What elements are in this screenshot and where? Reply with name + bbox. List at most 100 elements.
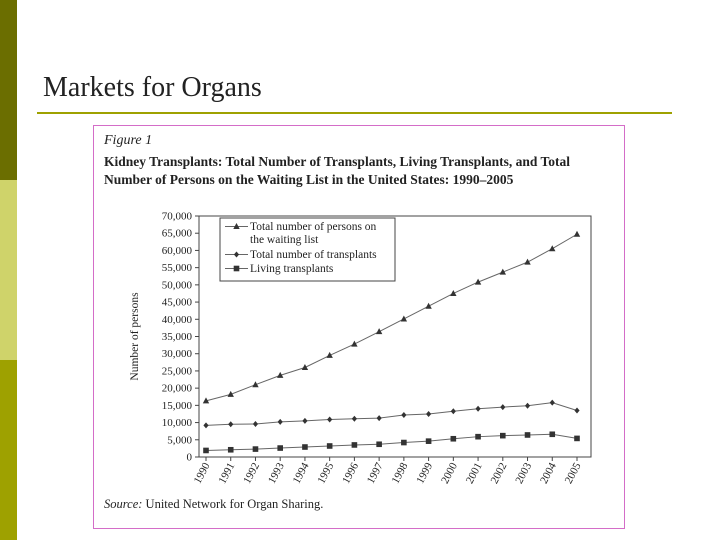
x-tick-label: 2000 xyxy=(439,460,460,485)
y-tick-label: 10,000 xyxy=(162,417,193,429)
y-tick-label: 15,000 xyxy=(162,400,193,412)
point-marker xyxy=(351,442,358,448)
point-marker xyxy=(252,381,259,388)
y-tick-label: 70,000 xyxy=(162,211,193,223)
point-marker xyxy=(376,441,382,448)
point-marker xyxy=(227,390,234,397)
legend-entry-label: the waiting list xyxy=(250,234,319,246)
point-marker xyxy=(475,405,481,412)
y-tick-label: 40,000 xyxy=(162,314,193,326)
point-marker xyxy=(425,438,432,444)
y-tick-label: 30,000 xyxy=(162,348,193,360)
point-marker xyxy=(277,418,283,425)
point-marker xyxy=(524,258,531,265)
kidney-transplant-line-chart: 0 5,000 10,000 15,000 20,000 25,000 30,000 35,0… xyxy=(129,211,592,486)
point-marker xyxy=(574,435,580,442)
x-tick-label: 2004 xyxy=(538,460,559,485)
point-marker xyxy=(475,433,481,440)
legend-entry-label: Total number of persons on xyxy=(250,221,377,233)
point-marker xyxy=(302,444,308,450)
legend-box xyxy=(219,217,396,282)
point-marker xyxy=(401,411,407,418)
source-label: Source: xyxy=(104,497,143,511)
point-marker xyxy=(326,351,333,358)
series-line xyxy=(205,402,578,426)
point-marker xyxy=(327,416,333,423)
point-marker xyxy=(450,289,457,296)
chart-series xyxy=(202,230,581,454)
series-square xyxy=(203,431,580,454)
point-marker xyxy=(301,363,309,370)
point-marker xyxy=(233,251,240,258)
point-marker xyxy=(202,397,210,404)
accent-bar-bottom xyxy=(0,360,17,540)
point-marker xyxy=(400,315,408,322)
x-tick-label: 2003 xyxy=(513,460,534,485)
point-marker xyxy=(574,407,580,414)
point-marker xyxy=(499,268,506,275)
legend-entry-label: Total number of transplants xyxy=(250,249,377,261)
point-marker xyxy=(425,302,432,309)
point-marker xyxy=(426,410,432,417)
y-tick-label: 55,000 xyxy=(162,262,193,274)
point-marker xyxy=(233,265,240,272)
point-marker xyxy=(549,399,555,406)
accent-bar-top xyxy=(0,0,17,180)
y-tick-label: 25,000 xyxy=(162,365,193,377)
point-marker xyxy=(375,328,383,335)
point-marker xyxy=(549,431,556,438)
point-marker xyxy=(573,230,581,237)
y-tick-label: 5,000 xyxy=(167,434,192,446)
point-marker xyxy=(524,402,531,409)
point-marker xyxy=(524,432,531,438)
point-marker xyxy=(376,415,382,422)
point-marker xyxy=(252,446,259,452)
legend-entry-label: Living transplants xyxy=(250,263,334,275)
figure-frame: Figure 1 Kidney Transplants: Total Numbe… xyxy=(93,125,625,529)
point-marker xyxy=(549,245,556,252)
x-tick-label: 1999 xyxy=(414,460,435,485)
point-marker xyxy=(351,415,357,422)
point-marker xyxy=(277,371,284,378)
point-marker xyxy=(227,446,234,453)
x-tick-label: 1995 xyxy=(315,460,336,486)
point-marker xyxy=(500,432,506,439)
x-tick-label: 1994 xyxy=(291,460,312,485)
figure-heading: Kidney Transplants: Total Number of Tran… xyxy=(104,154,571,187)
series-diamond xyxy=(203,399,580,429)
point-marker xyxy=(450,435,457,442)
point-marker xyxy=(252,420,259,427)
figure-label: Figure 1 xyxy=(104,133,153,148)
x-tick-label: 2005 xyxy=(563,460,584,485)
point-marker xyxy=(228,421,234,428)
series-triangle xyxy=(202,230,581,404)
point-marker xyxy=(450,408,456,415)
point-marker xyxy=(277,445,283,451)
point-marker xyxy=(326,443,333,449)
point-marker xyxy=(302,417,308,424)
y-tick-label: 60,000 xyxy=(162,245,193,257)
point-marker xyxy=(203,422,209,429)
y-tick-label: 45,000 xyxy=(162,297,193,309)
x-tick-label: 1996 xyxy=(340,460,361,485)
y-tick-label: 65,000 xyxy=(162,228,193,240)
accent-bar-middle xyxy=(0,180,17,360)
point-marker xyxy=(233,223,240,229)
source-text: United Network for Organ Sharing. xyxy=(142,497,324,511)
x-tick-label: 2002 xyxy=(489,461,510,486)
y-tick-label: 50,000 xyxy=(162,279,193,291)
y-tick-label: 20,000 xyxy=(162,383,193,395)
point-marker xyxy=(401,439,407,446)
point-marker xyxy=(500,404,506,411)
title-divider xyxy=(37,112,672,114)
figure-source: Source: United Network for Organ Sharing… xyxy=(104,497,323,512)
slide-title: Markets for Organs xyxy=(43,72,262,103)
point-marker xyxy=(351,340,358,347)
y-tick-label: 35,000 xyxy=(162,331,193,343)
x-tick-label: 1992 xyxy=(241,461,262,486)
x-tick-label: 1998 xyxy=(390,460,411,485)
x-tick-label: 2001 xyxy=(464,461,485,486)
x-tick-label: 1993 xyxy=(266,460,287,485)
x-tick-label: 1997 xyxy=(365,460,386,485)
